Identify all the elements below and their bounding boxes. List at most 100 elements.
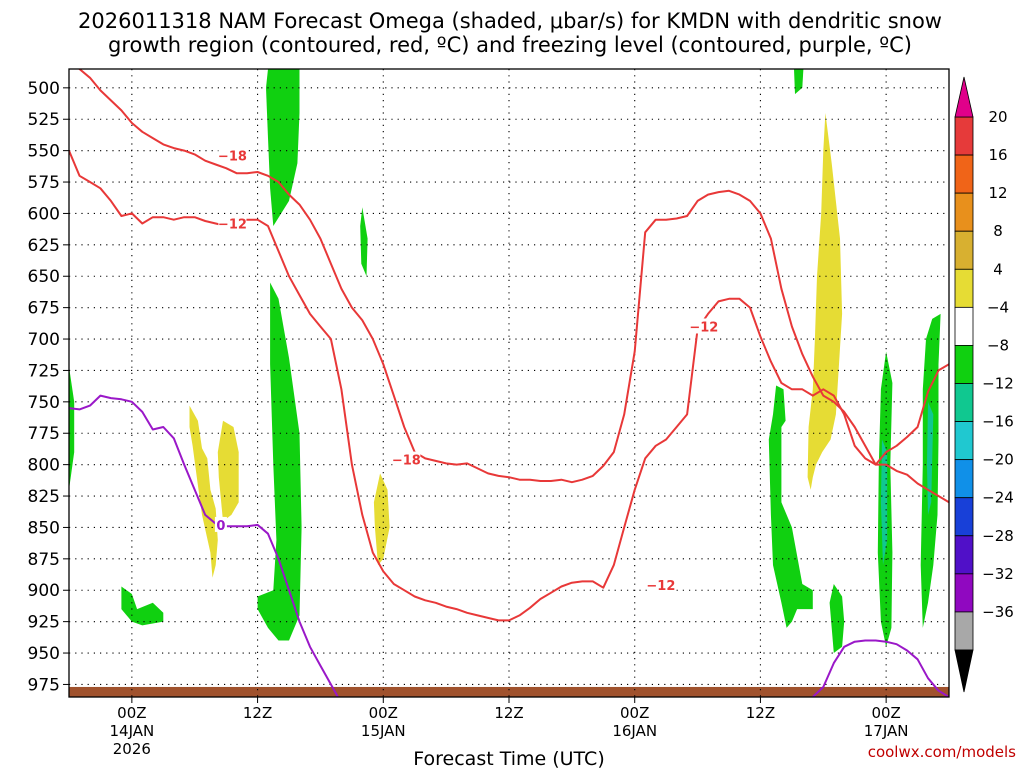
colorbar-bin bbox=[954, 306, 974, 346]
omega-area-omega-ascent-6 bbox=[794, 69, 804, 95]
y-tick-label: 575 bbox=[28, 173, 60, 193]
y-tick-label: 800 bbox=[28, 456, 60, 476]
omega-area-omega-descent-4 bbox=[807, 113, 843, 490]
y-axis-ticks: 500 525 550 575 600 625 650 675 700 725 750 775 800 8… bbox=[28, 79, 69, 695]
contour-label: −12 bbox=[218, 217, 247, 232]
colorbar-tick-label: 20 bbox=[988, 108, 1007, 126]
omega-area-omega-descent-1 bbox=[189, 405, 218, 578]
y-tick-label: 550 bbox=[28, 142, 60, 162]
colorbar-bin bbox=[954, 268, 974, 308]
omega-area-omega-ascent-3 bbox=[257, 282, 302, 641]
omega-area-omega-ascent-strong-1 bbox=[880, 439, 888, 566]
x-tick-date-label: 14JAN bbox=[109, 722, 154, 740]
contour-dgz-12c bbox=[69, 150, 949, 622]
omega-area-omega-ascent-strong-2 bbox=[927, 401, 934, 515]
omega-area-omega-ascent-5 bbox=[121, 586, 164, 626]
colorbar-tick-label: 4 bbox=[993, 260, 1003, 278]
omega-shading bbox=[69, 69, 941, 653]
y-tick-label: 500 bbox=[28, 79, 60, 99]
x-tick-label: 12Z bbox=[243, 704, 272, 722]
y-tick-label: 625 bbox=[28, 236, 60, 256]
y-tick-label: 700 bbox=[28, 330, 60, 350]
colorbar-bin bbox=[954, 611, 974, 651]
contour-label-bg bbox=[214, 516, 227, 532]
omega-area-omega-ascent-2 bbox=[360, 207, 368, 277]
omega-area-omega-ascent-1 bbox=[266, 69, 300, 226]
y-tick-label: 750 bbox=[28, 393, 60, 413]
chart-title-line-2: growth region (contoured, red, ºC) and f… bbox=[108, 33, 912, 57]
x-tick-label: 12Z bbox=[494, 704, 523, 722]
credit-text: coolwx.com/models bbox=[868, 743, 1016, 761]
terrain-layer bbox=[69, 686, 949, 697]
colorbar: 20 16 12 8 4 −4 −8 −12 −16 −20 −24 −28 −32 −36 bbox=[954, 76, 1014, 693]
contour-label-bg bbox=[689, 318, 718, 334]
y-tick-label: 950 bbox=[28, 644, 60, 664]
colorbar-bin bbox=[954, 535, 974, 575]
y-tick-label: 725 bbox=[28, 361, 60, 381]
contour-label-bg bbox=[218, 147, 247, 163]
x-tick-date-label: 17JAN bbox=[864, 722, 909, 740]
colorbar-tick-label: −20 bbox=[982, 451, 1014, 469]
colorbar-top-arrow bbox=[954, 76, 974, 118]
contour-label-bg bbox=[646, 577, 675, 593]
colorbar-tick-label: −36 bbox=[982, 603, 1014, 621]
x-tick-year-label: 2026 bbox=[113, 740, 151, 758]
contour-label: −18 bbox=[392, 454, 421, 469]
colorbar-bin bbox=[954, 230, 974, 270]
colorbar-tick-label: 16 bbox=[988, 146, 1007, 164]
colorbar-tick-label: −4 bbox=[987, 298, 1009, 316]
omega-area-omega-descent-2 bbox=[217, 420, 239, 522]
colorbar-bin bbox=[954, 573, 974, 613]
terrain-fill bbox=[69, 686, 949, 697]
contour-label-bg bbox=[392, 451, 421, 467]
y-tick-label: 975 bbox=[28, 675, 60, 695]
y-tick-label: 850 bbox=[28, 518, 60, 538]
colorbar-bin bbox=[954, 497, 974, 537]
contour-dgz-18c bbox=[78, 69, 949, 504]
colorbar-bottom-arrow bbox=[954, 649, 974, 693]
x-tick-date-label: 15JAN bbox=[361, 722, 406, 740]
y-tick-label: 825 bbox=[28, 487, 60, 507]
contour-label: −12 bbox=[689, 320, 718, 335]
colorbar-bin bbox=[954, 116, 974, 156]
contour-label: −12 bbox=[646, 579, 675, 594]
x-tick-label: 12Z bbox=[746, 704, 775, 722]
contour-labels: −18 −12 −18 −12 −12 0 bbox=[214, 147, 718, 594]
y-tick-label: 900 bbox=[28, 581, 60, 601]
colorbar-tick-label: −16 bbox=[982, 413, 1014, 431]
omega-area-omega-ascent-4 bbox=[69, 366, 75, 490]
colorbar-bin bbox=[954, 345, 974, 384]
x-tick-label: 00Z bbox=[117, 704, 146, 722]
y-tick-label: 875 bbox=[28, 550, 60, 570]
colorbar-tick-label: −8 bbox=[987, 336, 1009, 354]
x-tick-date-label: 16JAN bbox=[612, 722, 657, 740]
colorbar-bin bbox=[954, 154, 974, 194]
colorbar-tick-label: −24 bbox=[982, 489, 1014, 507]
y-tick-label: 650 bbox=[28, 267, 60, 287]
colorbar-bin bbox=[954, 421, 974, 461]
y-tick-label: 925 bbox=[28, 613, 60, 633]
y-tick-label: 775 bbox=[28, 424, 60, 444]
colorbar-bin bbox=[954, 192, 974, 232]
colorbar-tick-label: −32 bbox=[982, 565, 1014, 583]
y-tick-label: 525 bbox=[28, 110, 60, 130]
contour-freezing-level-0c-late bbox=[812, 639, 949, 697]
contour-label-bg bbox=[218, 215, 247, 231]
colorbar-bin bbox=[954, 383, 974, 422]
omega-area-omega-ascent-7 bbox=[768, 385, 813, 628]
omega-area-omega-descent-3 bbox=[373, 473, 390, 566]
chart-title-line-1: 2026011318 NAM Forecast Omega (shaded, μ… bbox=[78, 9, 942, 33]
x-tick-label: 00Z bbox=[620, 704, 649, 722]
colorbar-tick-label: −28 bbox=[982, 527, 1014, 545]
y-tick-label: 600 bbox=[28, 204, 60, 224]
x-axis-label: Forecast Time (UTC) bbox=[413, 748, 604, 768]
contour-label: −18 bbox=[218, 150, 247, 165]
contour-lines bbox=[69, 69, 949, 697]
contour-label: 0 bbox=[216, 519, 225, 534]
colorbar-tick-label: −12 bbox=[982, 375, 1014, 393]
y-tick-label: 675 bbox=[28, 299, 60, 319]
colorbar-tick-label: 8 bbox=[993, 222, 1003, 240]
colorbar-bin bbox=[954, 459, 974, 499]
omega-area-omega-ascent-8 bbox=[829, 584, 845, 653]
